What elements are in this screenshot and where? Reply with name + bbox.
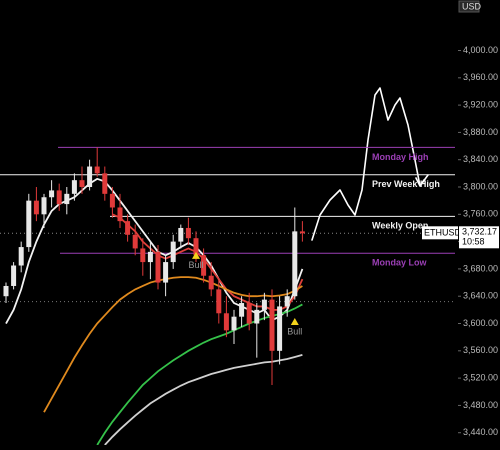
candle-body [3,285,9,297]
candle-body [140,248,146,263]
y-tick-label: 3,600.00 [463,318,498,328]
candle-body [49,190,55,198]
y-tick-label: 3,520.00 [463,372,498,382]
candle-body [208,275,214,290]
candle-body [56,190,62,205]
candle-body [117,207,123,222]
candle-body [163,262,169,283]
candle-body [201,255,207,276]
y-tick-label: 3,800.00 [463,181,498,191]
candle-body [155,251,161,283]
candle-body [109,193,115,208]
candle-body [239,303,245,317]
last-time: 10:58 [462,237,485,247]
currency: USD [462,1,482,11]
candle-body [269,299,275,351]
last-price: 3,732.17 [462,227,497,237]
signal-label: Bull [188,260,203,270]
candle-body [33,200,39,215]
candle-body [178,227,184,242]
candle-body [254,309,260,324]
candle-body [87,166,93,188]
moving-average [96,303,303,446]
y-tick-label: 3,960.00 [463,72,498,82]
level-label: Monday High [372,152,429,162]
y-tick-label: 3,480.00 [463,400,498,410]
signal-marker [290,318,299,326]
level-label: Prev Week High [372,179,440,189]
candle-body [18,247,24,266]
candle-body [26,200,32,248]
candle-body [299,231,305,234]
projection-drawing [311,87,429,241]
candle-body [284,296,290,307]
moving-average [5,177,304,324]
candle-body [41,197,47,215]
candle-body [71,180,77,194]
candle-body [216,289,222,314]
symbol-box [422,226,458,240]
candle-body [292,231,298,297]
moving-average [43,276,303,413]
candle-body [185,227,191,239]
candle-body [64,193,70,205]
candle-body [11,265,17,286]
candle-body [277,306,283,351]
y-tick-label: 3,680.00 [463,263,498,273]
candle-body [79,180,85,188]
y-tick-label: 4,000.00 [463,45,498,55]
plot: Monday High Prev Week High Weekly Open Mond… [0,146,455,446]
y-tick-label: 3,560.00 [463,345,498,355]
y-tick-label: 3,840.00 [463,154,498,164]
signal-marker [192,251,200,259]
candle-body [102,173,108,194]
y-tick-label: 3,640.00 [463,291,498,301]
y-tick-label: 3,920.00 [463,99,498,109]
moving-average [104,354,303,446]
price-axis [458,0,500,445]
candle-body [246,303,252,324]
signal-label: Bull [287,326,302,336]
candle-body [223,313,229,331]
candle-body [94,166,100,174]
y-tick-label: 3,760.00 [463,209,498,219]
level-label: Weekly Open [372,221,428,231]
candle-body [193,238,199,256]
y-tick-label: 3,440.00 [463,427,498,437]
candle-body [147,251,153,263]
candle-body [261,299,267,310]
candle-body [132,234,138,249]
symbol-label: ETHUSD [424,228,462,238]
candle-body [170,241,176,263]
level-label: Monday Low [372,258,427,268]
price-box [459,226,499,249]
y-tick-label: 3,880.00 [463,127,498,137]
candle-body [231,316,237,331]
candle-body [125,221,131,235]
currency-box[interactable] [458,0,480,13]
